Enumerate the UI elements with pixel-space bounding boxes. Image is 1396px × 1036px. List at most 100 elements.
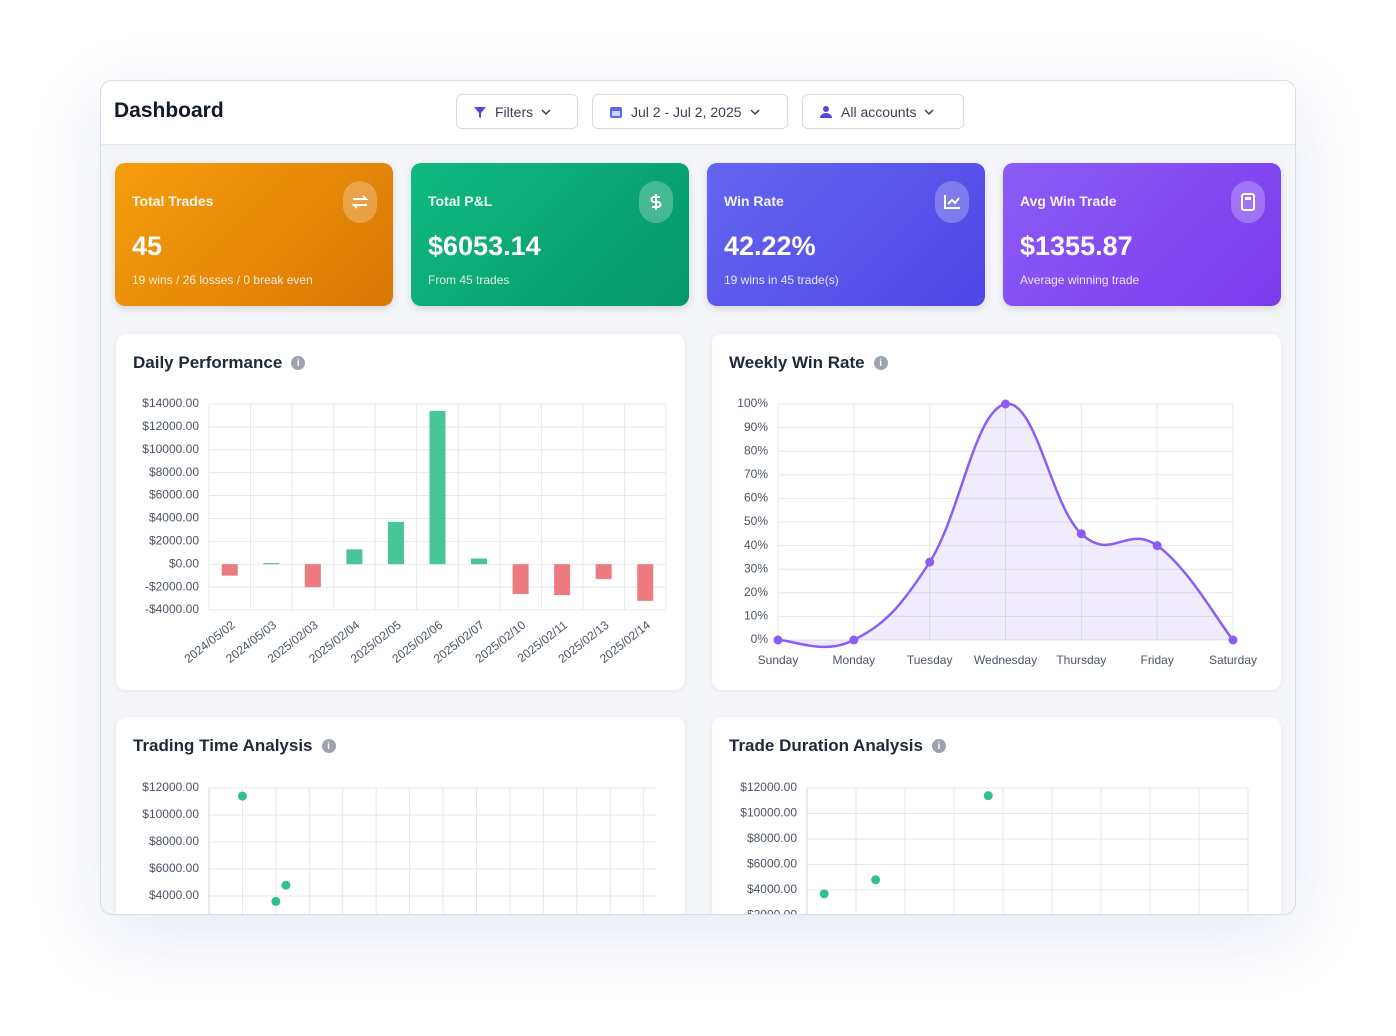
bar bbox=[595, 564, 612, 580]
chart-title-row: Trade Duration Analysis i bbox=[729, 736, 946, 756]
card-label: Total Trades bbox=[132, 193, 214, 209]
chart-title: Daily Performance bbox=[133, 353, 283, 372]
card-value: 45 bbox=[132, 231, 163, 261]
y-tick-label: 80% bbox=[744, 443, 768, 457]
x-tick-label: Saturday bbox=[1209, 653, 1257, 667]
calendar-icon bbox=[610, 106, 622, 118]
point bbox=[1152, 541, 1162, 551]
y-tick-label: 30% bbox=[744, 561, 768, 575]
chevron bbox=[749, 108, 760, 115]
y-tick-label: 20% bbox=[744, 585, 768, 599]
y-tick-label: $6000.00 bbox=[149, 861, 199, 875]
y-tick-label: 100% bbox=[737, 396, 768, 410]
info-icon[interactable]: i bbox=[291, 356, 306, 370]
y-tick-label: $12000.00 bbox=[142, 419, 199, 433]
x-tick-label: Friday bbox=[1140, 653, 1173, 667]
bar bbox=[429, 410, 446, 565]
stat-card: Total P&L $6053.14 From 45 trades bbox=[411, 163, 689, 306]
y-tick-label: 90% bbox=[744, 420, 768, 434]
info-icon[interactable]: i bbox=[873, 356, 888, 370]
chevron bbox=[541, 108, 551, 115]
y-tick-label: -$4000.00 bbox=[145, 602, 199, 616]
y-tick-label: $6000.00 bbox=[747, 857, 797, 871]
bar bbox=[346, 549, 363, 565]
accounts-button[interactable]: All accounts bbox=[802, 94, 964, 129]
point bbox=[1076, 529, 1086, 539]
point bbox=[1001, 399, 1010, 409]
dashboard: Dashboard Filters Jul 2 - Jul 2, 2025 Al… bbox=[100, 80, 1296, 915]
chart: $4000.00 $6000.00 $8000.00 $10000.00 $12000.… bbox=[142, 780, 657, 914]
button-label: All accounts bbox=[841, 103, 917, 120]
point bbox=[271, 896, 281, 906]
y-tick-label: $8000.00 bbox=[149, 465, 199, 479]
chart-title-row: Daily Performance i bbox=[133, 353, 306, 373]
filters-button[interactable]: Filters bbox=[456, 94, 578, 129]
point bbox=[819, 889, 829, 899]
x-tick-label: Sunday bbox=[758, 653, 799, 667]
card-sub: 19 wins in 45 trade(s) bbox=[724, 273, 839, 287]
card-label: Win Rate bbox=[724, 193, 784, 209]
y-tick-label: 10% bbox=[744, 609, 768, 623]
y-tick-label: $4000.00 bbox=[149, 888, 199, 902]
chart-title: Trading Time Analysis bbox=[133, 736, 313, 755]
y-tick-label: $10000.00 bbox=[740, 806, 797, 820]
bar bbox=[304, 564, 321, 588]
user-icon bbox=[820, 105, 832, 118]
chart-card: Trade Duration Analysis i $2000.00 $4000.00… bbox=[712, 717, 1281, 915]
y-tick-label: $4000.00 bbox=[747, 882, 797, 896]
bar bbox=[263, 563, 280, 565]
x-tick-label: Thursday bbox=[1056, 653, 1106, 667]
info-icon[interactable]: i bbox=[931, 739, 946, 753]
card-sub: Average winning trade bbox=[1020, 273, 1140, 287]
x-tick-label: Monday bbox=[832, 653, 875, 667]
point bbox=[983, 791, 993, 801]
card-sub: From 45 trades bbox=[428, 273, 510, 287]
chevron bbox=[924, 108, 935, 115]
y-tick-label: -$2000.00 bbox=[145, 579, 199, 593]
bar bbox=[471, 558, 488, 565]
filter-icon bbox=[474, 106, 486, 118]
page-title: Dashboard bbox=[114, 99, 224, 122]
point bbox=[1228, 635, 1238, 645]
chart: 0% 10% 20% 30% 40% 50% 60% 70% 80% 90% 100% Sunday M… bbox=[737, 396, 1257, 667]
y-tick-label: $8000.00 bbox=[149, 834, 199, 848]
card-label: Total P&L bbox=[428, 193, 493, 209]
y-tick-label: $2000.00 bbox=[149, 534, 199, 548]
point bbox=[871, 875, 881, 885]
chart-title: Trade Duration Analysis bbox=[729, 736, 923, 755]
chart-card: Weekly Win Rate i 0% 10% 20% 30% 40% 50% 60% 70% 8… bbox=[712, 334, 1281, 690]
info-icon[interactable]: i bbox=[321, 739, 336, 753]
y-tick-label: 60% bbox=[744, 491, 768, 505]
bar bbox=[221, 564, 238, 576]
point bbox=[237, 791, 247, 801]
bar bbox=[387, 521, 404, 565]
bar bbox=[554, 564, 571, 596]
y-tick-label: $14000.00 bbox=[142, 396, 199, 410]
y-tick-label: $6000.00 bbox=[149, 488, 199, 502]
y-tick-label: $4000.00 bbox=[149, 511, 199, 525]
header: Dashboard Filters Jul 2 - Jul 2, 2025 Al… bbox=[101, 81, 1295, 145]
card-value: $6053.14 bbox=[428, 231, 541, 261]
card-icon bbox=[343, 181, 377, 223]
chart-card: Trading Time Analysis i $4000.00 $6000.00 $8… bbox=[116, 717, 685, 914]
chart-card: Daily Performance i -$4000.00 -$2000.00 $0.0… bbox=[116, 334, 685, 690]
bar bbox=[637, 564, 654, 601]
y-tick-label: $12000.00 bbox=[142, 780, 199, 794]
stat-card: Win Rate 42.22% 19 wins in 45 trade(s) bbox=[707, 163, 985, 306]
button-label: Filters bbox=[495, 103, 534, 120]
chart-title: Weekly Win Rate bbox=[729, 353, 865, 372]
chart-title-row: Trading Time Analysis i bbox=[133, 736, 336, 756]
chart: $2000.00 $4000.00 $6000.00 $8000.00 $10000.0… bbox=[740, 780, 1249, 915]
y-tick-label: $10000.00 bbox=[142, 807, 199, 821]
date-button[interactable]: Jul 2 - Jul 2, 2025 bbox=[592, 94, 788, 129]
point bbox=[773, 635, 783, 645]
point bbox=[281, 880, 291, 890]
y-tick-label: $2000.00 bbox=[747, 908, 797, 915]
point bbox=[925, 557, 935, 567]
chart-title-row: Weekly Win Rate i bbox=[729, 353, 888, 373]
card-icon bbox=[639, 181, 673, 223]
card-label: Avg Win Trade bbox=[1020, 193, 1117, 209]
y-tick-label: 0% bbox=[751, 632, 769, 646]
x-tick-label: Tuesday bbox=[907, 653, 953, 667]
x-tick-label: Wednesday bbox=[974, 653, 1037, 667]
